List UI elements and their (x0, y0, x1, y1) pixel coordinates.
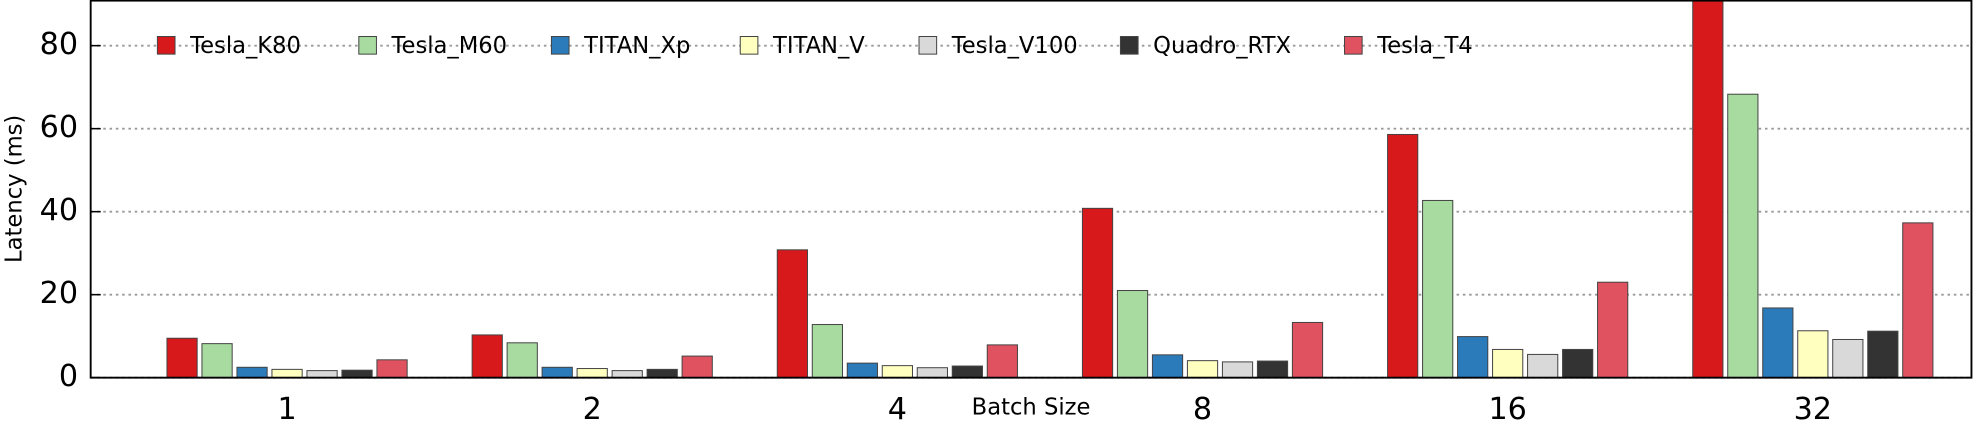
bar (166, 337, 198, 378)
bar (1902, 222, 1934, 378)
bar (1562, 348, 1594, 378)
legend-label: Quadro_RTX (1153, 33, 1291, 59)
bar (846, 362, 878, 378)
bar (1527, 353, 1559, 378)
bar (1867, 330, 1899, 378)
bar (1457, 336, 1489, 378)
bar (1762, 307, 1794, 378)
bar (1422, 199, 1454, 378)
x-axis-label: Batch Size (972, 394, 1091, 420)
legend-label: Tesla_M60 (391, 33, 508, 59)
bar (1727, 93, 1759, 378)
bar (341, 369, 373, 378)
legend-label: Tesla_T4 (1376, 33, 1472, 59)
bar (1692, 0, 1724, 378)
legend-swatch (156, 36, 176, 55)
legend-swatch (739, 36, 759, 55)
bar (541, 366, 573, 378)
bar (811, 324, 843, 378)
y-tick-label: 0 (59, 359, 78, 394)
bar (681, 355, 713, 378)
bar (1291, 321, 1324, 378)
legend-swatch (358, 36, 377, 55)
bar (1116, 290, 1149, 378)
bar (951, 365, 983, 378)
bar (646, 368, 678, 378)
bar (1797, 330, 1829, 378)
bar (881, 365, 913, 378)
legend-swatch (1344, 36, 1363, 55)
bar (1256, 360, 1289, 378)
legend-label: Tesla_K80 (189, 33, 301, 59)
y-tick-label: 20 (40, 276, 78, 311)
x-tick-label: 16 (1488, 392, 1526, 425)
bar (1832, 338, 1864, 378)
bar (471, 334, 503, 378)
legend-swatch (918, 36, 938, 55)
bar (306, 370, 338, 378)
x-tick-label: 2 (583, 392, 602, 425)
bar (1081, 207, 1114, 378)
plot-frame (89, 0, 1973, 379)
bar (376, 359, 408, 378)
bar (1221, 361, 1254, 378)
x-tick-label: 32 (1794, 392, 1832, 425)
bar (986, 344, 1018, 378)
bar (1597, 281, 1629, 378)
bars (166, 0, 1934, 378)
y-tick-label: 80 (40, 27, 78, 62)
x-tick-label: 1 (277, 392, 296, 425)
bar (271, 368, 303, 378)
legend-swatch (1119, 36, 1139, 55)
y-tick-label: 40 (40, 193, 78, 228)
legend-swatch (550, 36, 570, 55)
bar (776, 249, 808, 378)
y-axis-label: Latency (ms) (2, 115, 28, 263)
bar (236, 366, 268, 378)
bar (576, 368, 608, 378)
legend-label: TITAN_Xp (583, 33, 690, 59)
overlay: 0 20 40 60 80 1 2 4 8 16 32 Tesla_K80 Tesla_M60 TITAN… (40, 27, 1832, 425)
legend-label: TITAN_V (772, 33, 865, 59)
grid (90, 44, 1972, 379)
x-tick-label: 4 (888, 392, 907, 425)
bar (1151, 354, 1184, 378)
bar (1387, 133, 1419, 378)
bar (201, 343, 233, 378)
x-tick-label: 8 (1193, 392, 1212, 425)
bar (611, 370, 643, 378)
bar (506, 342, 538, 378)
y-tick-label: 60 (40, 110, 78, 145)
bar (1186, 360, 1219, 378)
bar (1492, 348, 1524, 378)
legend-label: Tesla_V100 (951, 33, 1078, 59)
bar (916, 367, 948, 378)
